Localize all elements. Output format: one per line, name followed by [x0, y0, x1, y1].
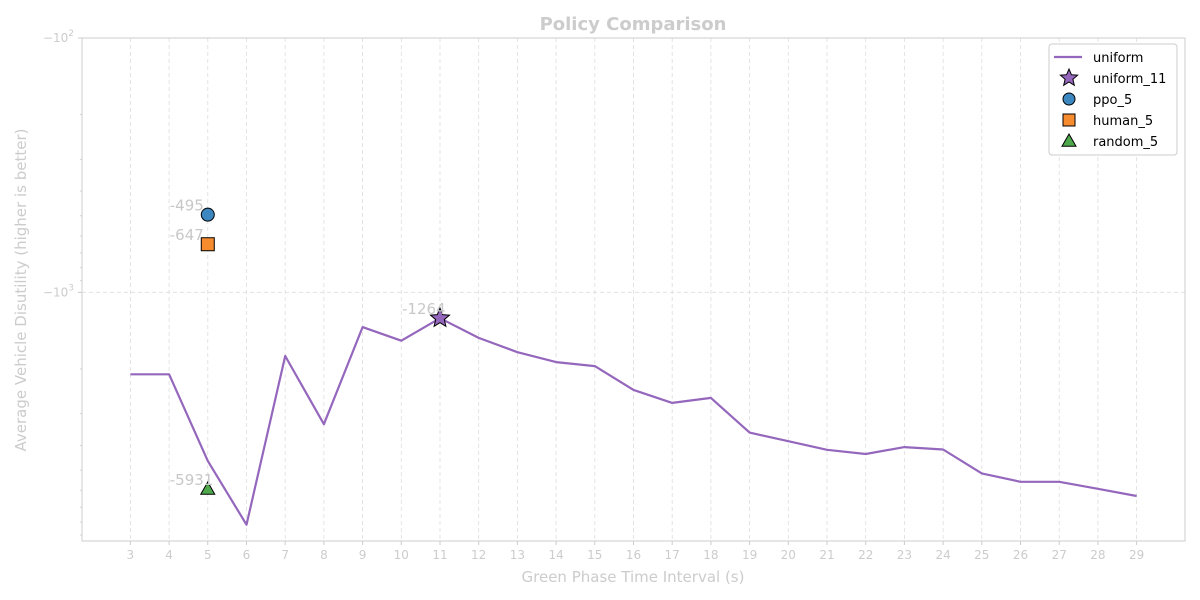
point-ppo-5: [200, 207, 215, 222]
legend-swatch-ppo-5: [1062, 92, 1076, 106]
x-axis-ticks: 3 4 5 6 7 8 9 10 11 12 13 14 15 16 17 18 19 20 21 22 23 24 25 2…: [127, 541, 1144, 562]
legend-label: uniform: [1093, 51, 1143, 66]
x-tick-label: 19: [742, 548, 757, 562]
annotation-random-5: -5931: [170, 471, 214, 489]
legend-item-human-5: human_5: [1062, 113, 1153, 129]
x-tick-label: 12: [471, 548, 486, 562]
point-human-5: [200, 237, 215, 252]
chart-title: Policy Comparison: [540, 14, 727, 35]
x-tick-label: 15: [587, 548, 602, 562]
x-tick-label: 10: [394, 548, 409, 562]
x-tick-label: 7: [281, 548, 289, 562]
legend-swatch-random-5: [1061, 132, 1077, 147]
x-axis-label: Green Phase Time Interval (s): [522, 568, 745, 586]
x-tick-label: 9: [359, 548, 367, 562]
x-tick-label: 22: [858, 548, 873, 562]
x-tick-label: 28: [1090, 548, 1105, 562]
x-tick-label: 6: [243, 548, 251, 562]
legend-label: uniform_11: [1093, 72, 1166, 87]
y-axis-label: Average Vehicle Disutility (higher is be…: [12, 129, 30, 452]
x-tick-label: 27: [1052, 548, 1067, 562]
y-axis-ticks: −102 −103: [43, 29, 82, 536]
y-tick-label: −103: [43, 283, 74, 299]
grid-layer: [82, 37, 1185, 541]
annotation-human-5: -647: [170, 226, 204, 244]
x-tick-label: 4: [165, 548, 173, 562]
annotation-ppo-5: -495: [170, 197, 204, 215]
x-tick-label: 21: [819, 548, 834, 562]
x-tick-label: 25: [974, 548, 989, 562]
x-tick-label: 13: [510, 548, 525, 562]
x-tick-label: 16: [626, 548, 641, 562]
x-tick-label: 24: [935, 548, 950, 562]
x-tick-label: 17: [665, 548, 680, 562]
legend-item-random-5: random_5: [1061, 132, 1158, 150]
point-uniform-11: [429, 306, 451, 328]
x-tick-label: 5: [204, 548, 212, 562]
x-tick-label: 29: [1129, 548, 1144, 562]
legend-swatch-human-5: [1062, 113, 1076, 127]
legend-label: ppo_5: [1093, 93, 1132, 108]
x-tick-label: 8: [320, 548, 328, 562]
x-tick-label: 18: [703, 548, 718, 562]
x-tick-label: 20: [781, 548, 796, 562]
highlight-points: [199, 207, 451, 495]
series-line-uniform: [130, 317, 1137, 526]
legend-item-uniform: uniform: [1054, 51, 1143, 66]
legend-item-uniform-11: uniform_11: [1059, 67, 1166, 87]
legend-item-ppo-5: ppo_5: [1062, 92, 1132, 108]
x-tick-label: 23: [897, 548, 912, 562]
legend-label: random_5: [1093, 135, 1158, 150]
x-tick-label: 11: [432, 548, 447, 562]
annotation-uniform-11: -1264: [402, 300, 446, 318]
point-random-5: [199, 480, 216, 495]
legend: uniform uniform_11 ppo_5 human_5 random_5: [1048, 43, 1178, 156]
y-tick-label: −102: [43, 29, 74, 45]
legend-label: human_5: [1093, 114, 1153, 129]
x-tick-label: 26: [1013, 548, 1028, 562]
x-tick-label: 3: [127, 548, 135, 562]
x-tick-label: 14: [548, 548, 563, 562]
legend-frame: [1048, 43, 1178, 156]
series-layer: [130, 317, 1137, 526]
legend-swatch-uniform-11: [1059, 67, 1079, 87]
point-annotations: -1264 -495 -647 -5931: [170, 197, 446, 489]
